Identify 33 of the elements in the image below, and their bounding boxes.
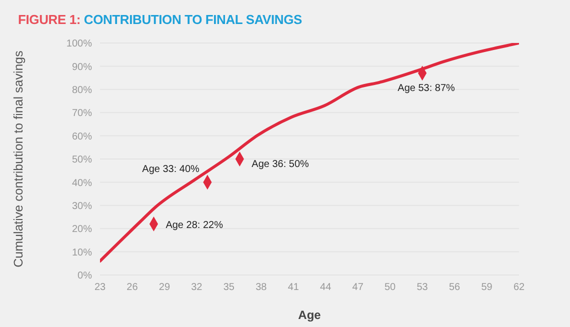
x-tick-label: 47: [352, 282, 364, 294]
x-tick-label: 32: [191, 282, 203, 294]
y-axis-title: Cumulative contribution to final savings: [11, 50, 26, 268]
y-tick-label: 30%: [72, 200, 92, 212]
annotation: Age 28: 22%: [166, 220, 224, 231]
y-tick-label: 20%: [72, 224, 92, 236]
y-tick-label: 0%: [78, 270, 92, 282]
x-tick-label: 59: [481, 282, 493, 294]
x-tick-label: 62: [513, 282, 525, 294]
annotation: Age 36: 50%: [252, 159, 310, 170]
y-tick-label: 100%: [66, 38, 92, 50]
annotation: Age 33: 40%: [142, 164, 200, 176]
x-tick-label: 26: [126, 282, 138, 294]
y-tick-label: 40%: [72, 178, 92, 189]
x-tick-label: 38: [256, 282, 268, 294]
y-tick-label: 10%: [72, 247, 92, 258]
y-tick-label: 60%: [72, 131, 92, 142]
x-tick-label: 50: [384, 282, 396, 294]
x-tick-label: 53: [416, 282, 428, 294]
x-tick-label: 23: [94, 282, 106, 294]
x-axis-title: Age: [298, 308, 322, 322]
y-tick-label: 90%: [72, 62, 92, 73]
chart-title: FIGURE 1: CONTRIBUTION TO FINAL SAVINGS: [18, 12, 302, 27]
x-tick-label: 56: [448, 282, 461, 294]
y-tick-label: 70%: [72, 108, 92, 120]
line-series: [100, 43, 519, 263]
annotation: Age 53: 87%: [398, 83, 456, 94]
x-tick-label: 44: [320, 282, 332, 294]
x-tick-label: 29: [158, 282, 170, 294]
y-tick-label: 80%: [72, 84, 92, 96]
x-tick-label: 41: [288, 282, 300, 294]
y-tick-label: 50%: [72, 154, 92, 166]
x-tick-label: 35: [223, 282, 235, 294]
